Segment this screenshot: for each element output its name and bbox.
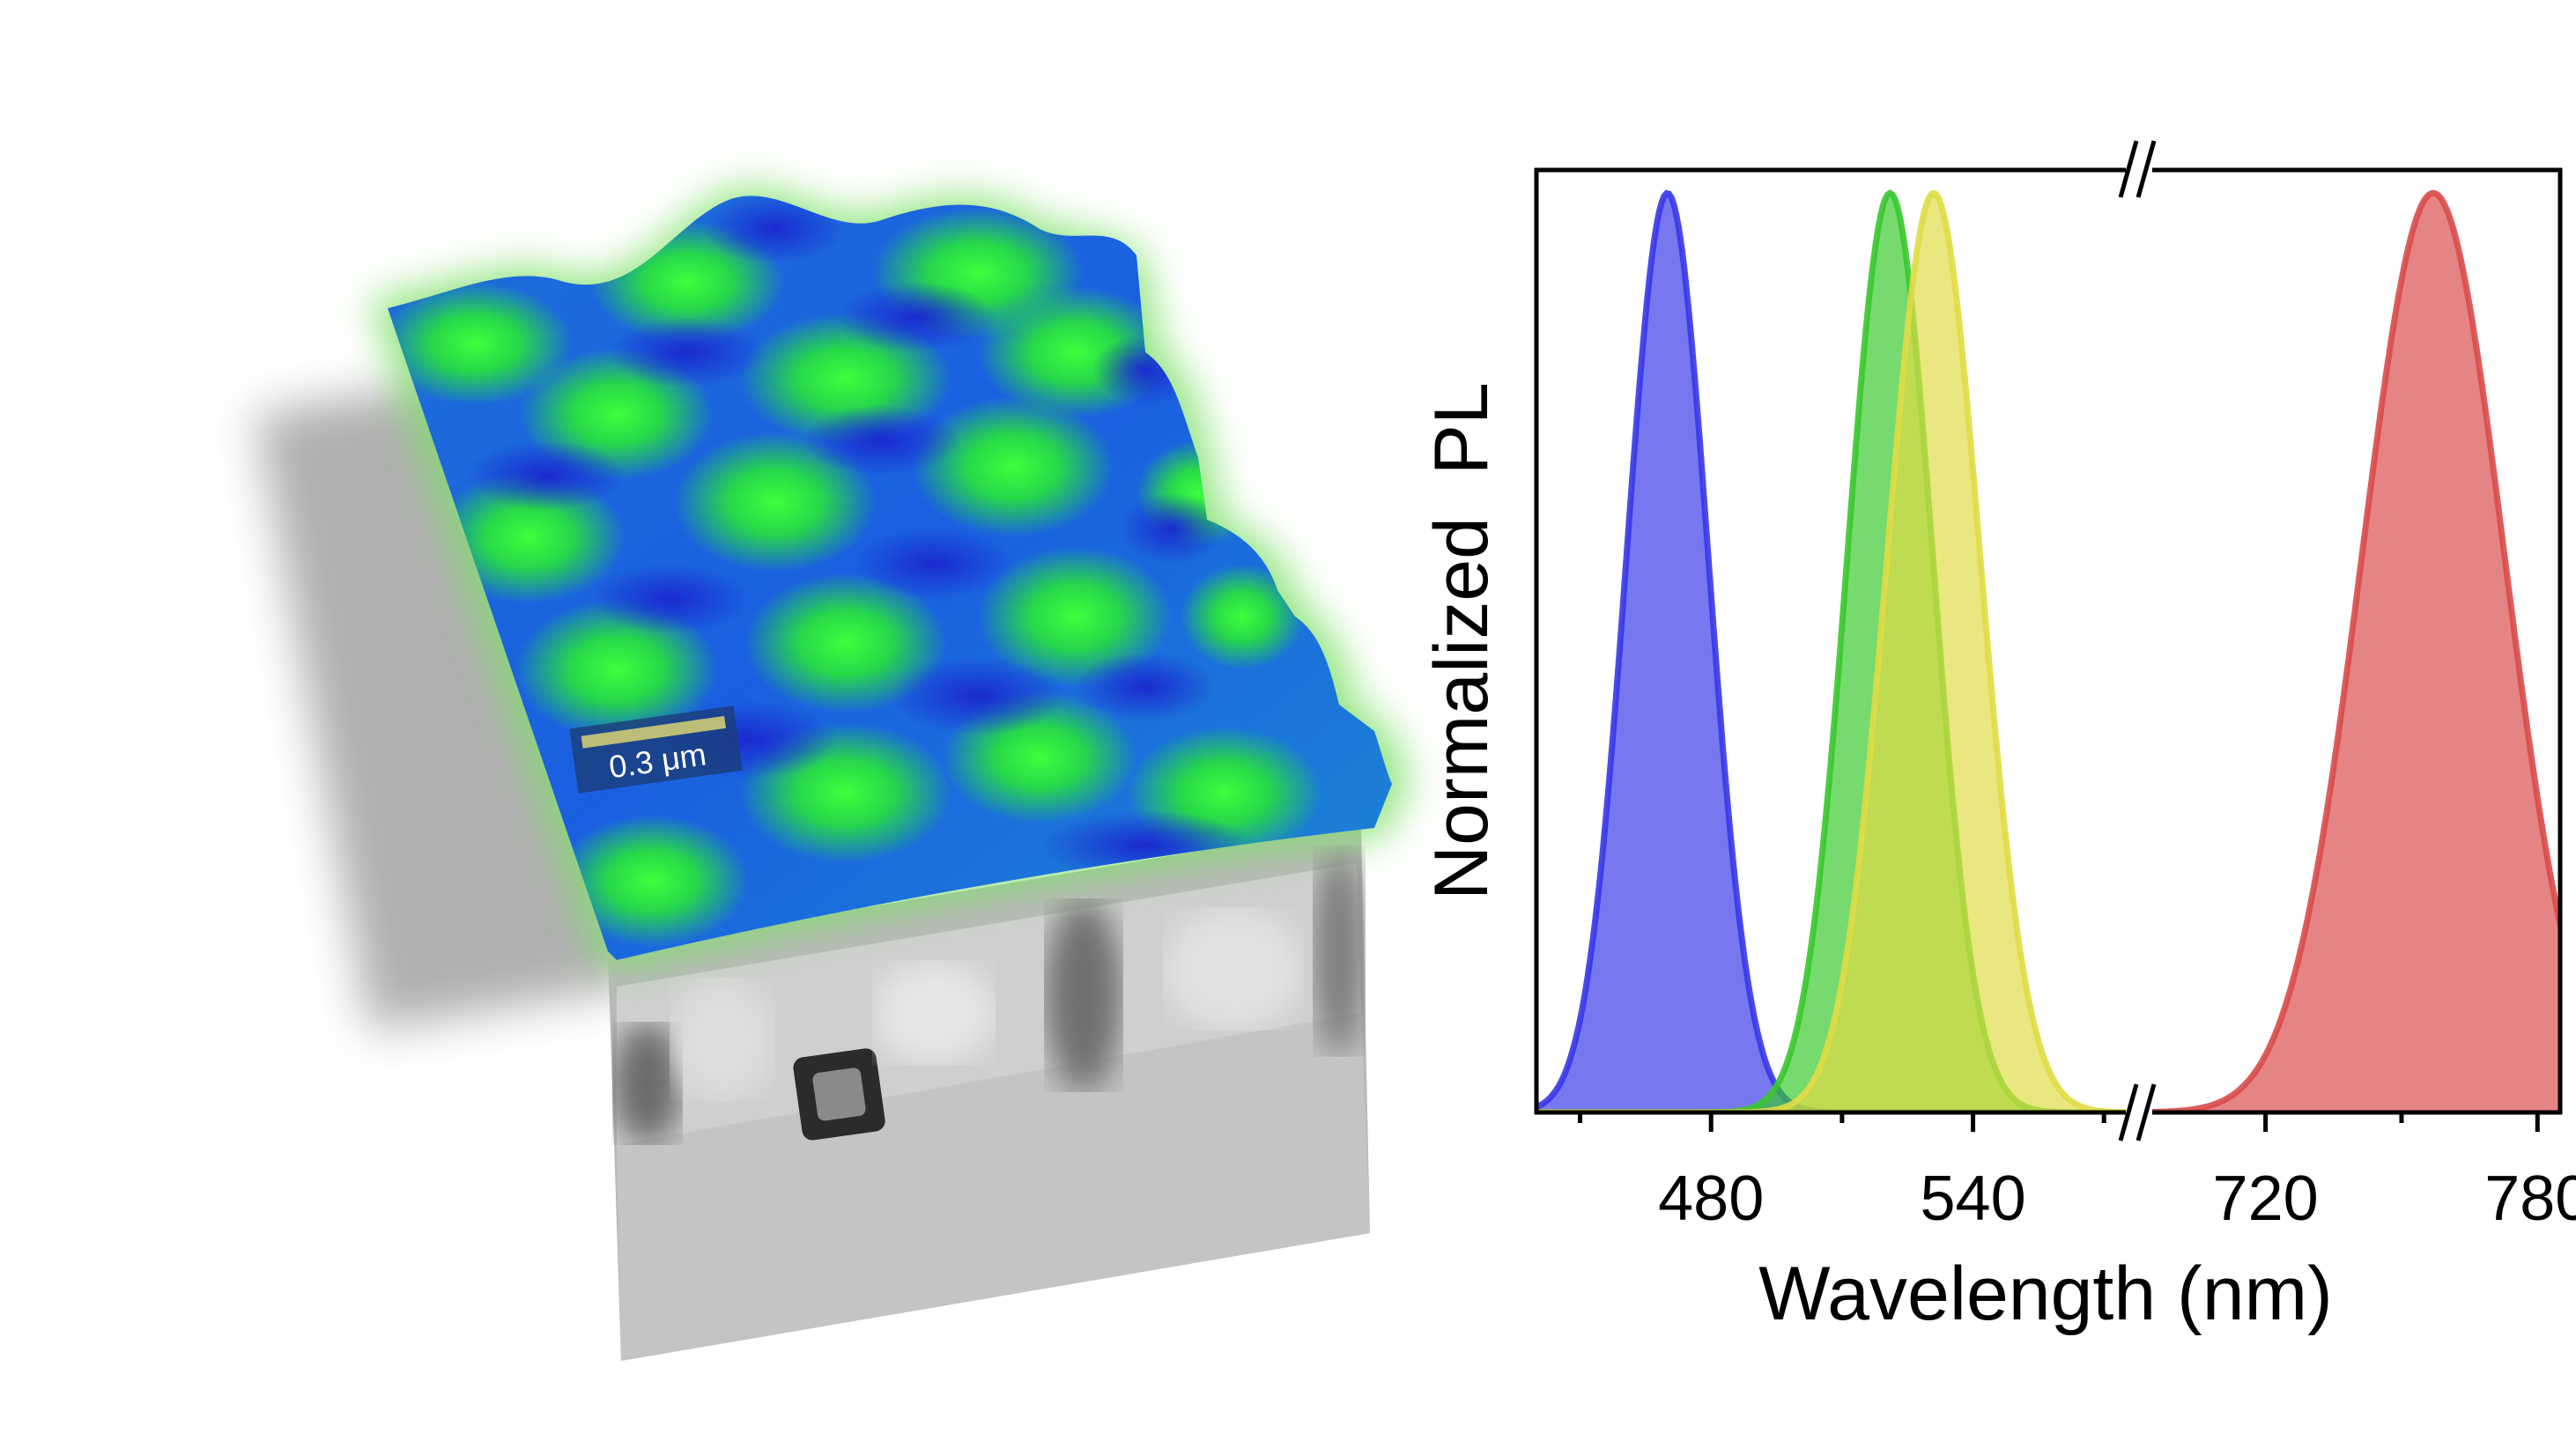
axis-break-bottom — [2118, 1083, 2157, 1141]
scale-bar: 0.3 μm — [569, 706, 743, 794]
x-tick-label: 540 — [1920, 1164, 2025, 1234]
x-tick-label: 480 — [1658, 1164, 1764, 1234]
pl-series-area — [1536, 193, 2126, 1112]
x-ticks: 480 540 720 780 — [1578, 1112, 2576, 1234]
pl-series-line — [2151, 189, 2560, 1112]
pl-series-area — [1536, 193, 2126, 1112]
x-tick-label: 720 — [2213, 1164, 2319, 1234]
pl-series-area — [2152, 193, 2560, 1112]
plot-frame — [1534, 167, 2563, 1115]
series-layer — [1536, 189, 2560, 1112]
afm-surface-illustration: 0.3 μm — [255, 187, 1410, 1361]
x-axis-label: Wavelength (nm) — [1758, 1252, 2333, 1336]
pl-series-area — [1536, 193, 2126, 1112]
sem-cross-section-image — [608, 824, 1370, 1361]
pl-series-line — [1536, 189, 2126, 1112]
pl-series-4 — [2151, 189, 2560, 1112]
surface-valleys — [467, 196, 1251, 881]
x-tick-label: 780 — [2484, 1164, 2576, 1234]
y-axis-label: Normalized PL — [1419, 382, 1504, 900]
axis-break-top — [2118, 140, 2157, 198]
pl-series-3 — [1536, 189, 2126, 1112]
pl-spectra-chart: 480 540 720 780 Wavelength (nm) Normalized … — [1419, 140, 2576, 1336]
